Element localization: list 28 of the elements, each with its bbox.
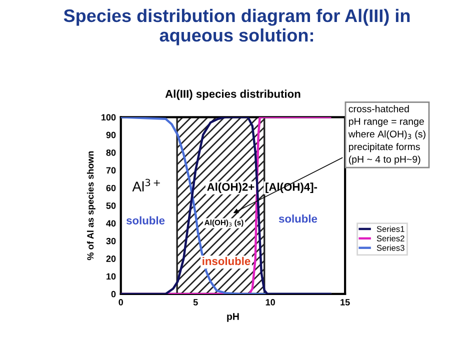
x-axis-title: pH xyxy=(227,313,239,322)
legend-label: Series1 xyxy=(376,226,404,232)
legend-label: Series3 xyxy=(376,244,404,251)
annotation: Al$^{3+}$ xyxy=(132,178,160,192)
y-tick-label: 70 xyxy=(106,167,116,174)
x-tick-label: 10 xyxy=(266,299,275,306)
annotation: Al(OH)2+ xyxy=(207,182,254,194)
y-tick-label: 40 xyxy=(106,220,116,227)
annotation: insoluble xyxy=(202,256,250,266)
x-tick-label: 5 xyxy=(193,299,198,306)
y-tick-label: 0 xyxy=(111,290,116,298)
y-tick-label: 20 xyxy=(106,256,116,262)
y-tick-label: 90 xyxy=(106,132,116,138)
chart-title: Species distribution diagram for Al(III) in aqueous solution: xyxy=(64,8,410,46)
y-tick-label: 10 xyxy=(106,273,116,280)
y-tick-label: 100 xyxy=(102,114,116,121)
annotation: soluble xyxy=(126,216,165,224)
text: cross-hatched pH range = range where Al(OH)$_{3}$ (s) precipitate forms (pH ~ 4 to pH~9) xyxy=(348,105,426,165)
y-axis-title: % of Al as species shown xyxy=(86,151,96,260)
y-tick-label: 50 xyxy=(106,202,116,209)
legend-label: Series2 xyxy=(376,235,404,242)
x-tick-label: 0 xyxy=(118,299,124,306)
x-tick-label: 15 xyxy=(340,299,350,306)
chart-subtitle: Al(III) species distribution xyxy=(165,90,300,100)
y-tick-label: 60 xyxy=(106,184,116,192)
annotation: soluble xyxy=(278,214,318,223)
y-tick-label: 80 xyxy=(106,149,116,156)
y-tick-label: 30 xyxy=(106,238,116,244)
